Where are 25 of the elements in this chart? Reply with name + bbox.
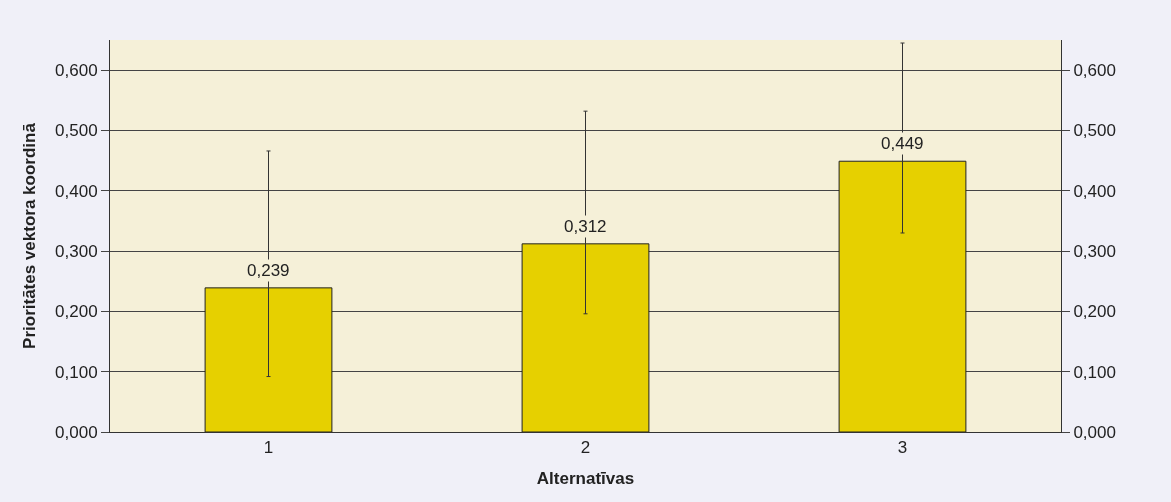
y-tick-label: 0,400 [55, 181, 98, 201]
bar [838, 160, 967, 432]
y2-tick-label: 0,500 [1073, 121, 1116, 141]
x-tick-label: 1 [263, 438, 274, 458]
x-tick-label: 2 [580, 438, 591, 458]
y-axis-title: Prioritātes vektora koordinā [19, 122, 39, 349]
data-label: 0,239 [247, 261, 290, 280]
y-tick-label: 0,000 [55, 422, 98, 442]
y2-tick-label: 0,600 [1073, 61, 1116, 81]
y-tick-label: 0,300 [55, 242, 98, 262]
y-tick-label: 0,200 [55, 302, 98, 322]
y-tick-label: 0,500 [55, 121, 98, 141]
y-tick-label: 0,600 [55, 61, 98, 81]
data-label: 0,312 [564, 217, 607, 236]
y2-tick-label: 0,200 [1073, 302, 1116, 322]
x-tick-label: 3 [897, 438, 908, 458]
y2-tick-label: 0,000 [1073, 422, 1116, 442]
y2-tick-label: 0,300 [1073, 242, 1116, 262]
x-axis-title: Alternatīvas [536, 468, 635, 488]
y2-tick-label: 0,400 [1073, 181, 1116, 201]
y2-tick-label: 0,100 [1073, 362, 1116, 382]
data-label: 0,449 [881, 134, 924, 153]
bar [521, 243, 650, 432]
y-tick-label: 0,100 [55, 362, 98, 382]
bar [204, 287, 333, 432]
